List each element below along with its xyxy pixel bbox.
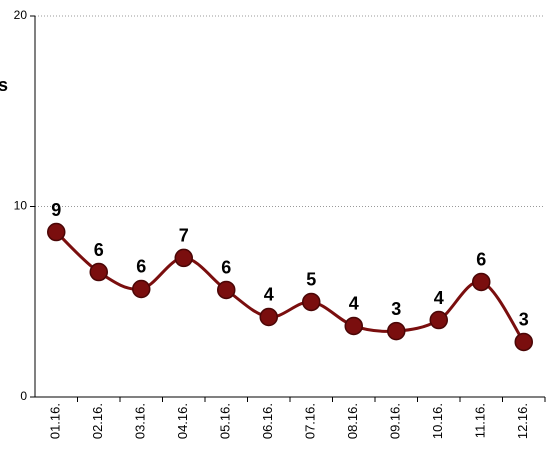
x-tick-label: 10.16.	[430, 403, 445, 439]
x-tick-label: 07.16.	[303, 403, 318, 439]
series-line	[55, 230, 526, 343]
x-tick-label: 11.16.	[473, 403, 488, 438]
data-label: 3	[519, 310, 529, 330]
x-tick-label: 09.16.	[388, 403, 403, 439]
data-label: 7	[179, 226, 189, 246]
point	[387, 321, 406, 341]
point	[47, 222, 66, 242]
point	[514, 332, 533, 352]
point	[217, 280, 236, 300]
data-label: 6	[136, 257, 146, 277]
point	[302, 292, 321, 312]
data-label: 6	[94, 240, 104, 260]
data-label: 9	[51, 200, 61, 220]
x-tick-label: 06.16.	[260, 403, 275, 439]
x-tick-label: 12.16.	[515, 403, 530, 439]
point	[344, 316, 363, 336]
point	[174, 248, 193, 268]
point	[429, 310, 448, 330]
x-tick-label: 03.16.	[133, 403, 148, 439]
point	[259, 307, 278, 327]
y-tick-label: 20	[14, 8, 28, 22]
x-tick-label: 08.16.	[345, 403, 360, 439]
data-label: 5	[306, 270, 316, 290]
x-tick-label: 05.16.	[218, 403, 233, 439]
y-tick-label: 10	[14, 199, 28, 213]
data-label: 3	[391, 299, 401, 319]
point	[472, 272, 491, 292]
x-tick-label: 01.16.	[48, 403, 63, 439]
data-label: 6	[221, 258, 231, 278]
data-label: 4	[349, 294, 359, 314]
y-axis-title: s	[0, 75, 8, 95]
x-tick-label: 02.16.	[90, 403, 105, 439]
data-label: 4	[434, 288, 444, 308]
x-tick-label: 04.16.	[175, 403, 190, 439]
y-tick-label: 0	[20, 389, 27, 403]
point	[132, 279, 151, 299]
data-label: 4	[264, 285, 274, 305]
data-label: 6	[476, 250, 486, 270]
point	[89, 262, 108, 282]
